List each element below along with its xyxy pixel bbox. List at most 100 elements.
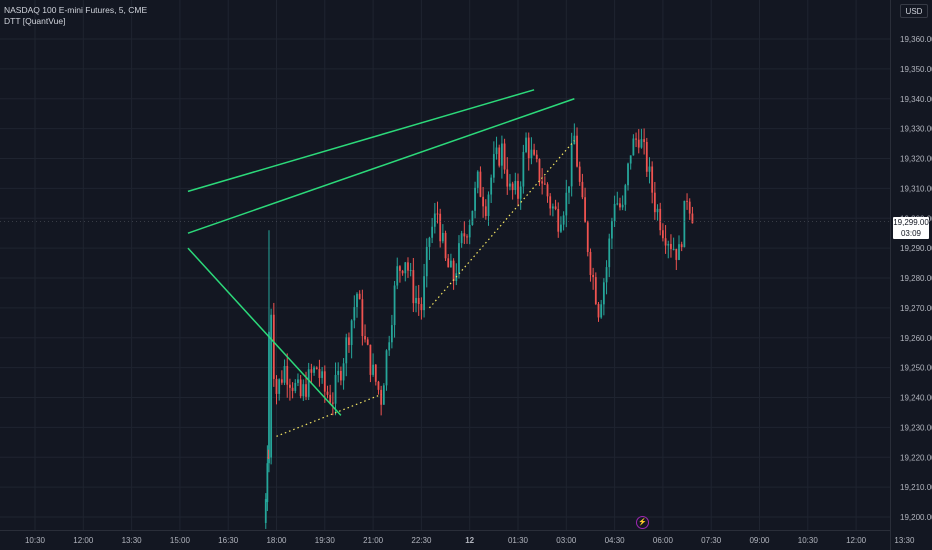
y-tick-label: 19,200.00 (900, 513, 932, 522)
candle-body (519, 186, 522, 199)
trendlines[interactable] (0, 89, 890, 437)
currency-button[interactable]: USD (900, 4, 928, 18)
candle-body (664, 238, 667, 246)
candle-body (611, 221, 613, 239)
candle-body (278, 379, 281, 394)
candle-body (678, 244, 680, 260)
candle-body (450, 260, 452, 268)
candle-body (468, 224, 471, 238)
y-tick-label: 19,240.00 (900, 394, 932, 403)
candle-body (506, 169, 509, 187)
time-axis[interactable]: 10:30 12:00 13:30 15:00 16:30 18:00 19:30 21:00… (0, 530, 932, 546)
x-tick-label: 15:00 (170, 536, 191, 545)
triangle-trendline[interactable] (187, 247, 342, 416)
candle-body (487, 194, 490, 216)
candle-body (356, 293, 358, 308)
x-tick-label: 06:00 (653, 536, 674, 545)
candle-body (656, 208, 659, 213)
last-price-label: 19,299.00 03:09 (893, 217, 929, 239)
candle-body (662, 230, 664, 239)
candle-body (436, 213, 439, 215)
indicator-title[interactable]: DTT [QuantVue] (4, 16, 66, 26)
dotted-trendline[interactable] (276, 393, 382, 437)
candle-body (581, 181, 584, 198)
candle-body (428, 237, 431, 247)
candle-body (589, 251, 592, 275)
x-tick-label: 16:30 (218, 536, 239, 545)
x-tick-label: 12:00 (73, 536, 94, 545)
candle-body (433, 213, 436, 227)
candle-body (683, 200, 686, 248)
y-tick-label: 19,210.00 (900, 483, 932, 492)
lightning-bolt-icon[interactable]: ⚡ (636, 516, 649, 529)
candle-body (602, 282, 605, 305)
candle-body (329, 394, 332, 403)
candle-body (361, 299, 364, 337)
y-tick-label: 19,310.00 (900, 184, 932, 193)
candle-body (608, 238, 611, 268)
candle-body (399, 266, 401, 271)
candle-body (672, 248, 675, 250)
x-tick-label: 18:00 (266, 536, 287, 545)
candle-body (458, 243, 460, 274)
candle-body (565, 192, 568, 216)
candle-body (637, 139, 640, 148)
candle-body (412, 270, 415, 304)
candle-body (613, 203, 616, 222)
x-tick-label: 13:30 (122, 536, 143, 545)
candle-body (299, 379, 302, 397)
candle-body (268, 331, 270, 464)
candle-body (635, 138, 637, 140)
candle-body (310, 369, 313, 373)
candle-body (294, 382, 297, 391)
y-tick-label: 19,350.00 (900, 65, 932, 74)
candle-body (605, 267, 608, 283)
candle-body (688, 201, 691, 214)
dotted-trendline[interactable] (428, 140, 575, 309)
triangle-trendline[interactable] (187, 98, 575, 234)
x-tick-label: 10:30 (25, 536, 46, 545)
candle-body (578, 166, 581, 182)
candle-body (632, 138, 635, 156)
candle-body (283, 366, 286, 383)
candle-body (640, 139, 643, 148)
candles (264, 123, 694, 529)
candle-body (594, 277, 597, 304)
y-tick-label: 19,250.00 (900, 364, 932, 373)
y-tick-label: 19,220.00 (900, 453, 932, 462)
countdown-timer: 03:09 (900, 229, 922, 238)
candle-body (503, 143, 506, 170)
candle-body (621, 204, 624, 208)
candle-body (619, 203, 621, 208)
candle-body (670, 243, 672, 250)
candle-body (490, 177, 493, 195)
price-axis[interactable]: 19,200.00 19,210.00 19,220.00 19,230.00 19,2… (890, 0, 932, 550)
candle-body (423, 276, 425, 311)
candle-body (377, 381, 380, 390)
candle-body (517, 180, 519, 199)
triangle-trendline[interactable] (187, 89, 535, 193)
candle-body (686, 200, 688, 202)
candle-body (350, 320, 353, 346)
candle-body (358, 293, 361, 300)
symbol-title[interactable]: NASDAQ 100 E-mini Futures, 5, CME (4, 5, 148, 15)
candle-body (645, 141, 648, 172)
candle-body (600, 304, 603, 318)
candle-body (302, 384, 305, 397)
candle-body (659, 208, 662, 231)
candle-body (476, 171, 479, 188)
x-tick-label: 10:30 (798, 536, 819, 545)
candle-body (366, 339, 369, 345)
candle-body (562, 215, 565, 225)
candle-body (484, 206, 487, 216)
candle-body (374, 364, 377, 382)
candle-body (415, 297, 417, 304)
candle-body (280, 379, 283, 383)
candle-body (315, 367, 318, 369)
candle-body (323, 371, 326, 392)
candle-body (535, 154, 538, 160)
candle-body (369, 344, 372, 375)
candle-body (267, 457, 270, 459)
candle-body (439, 213, 442, 242)
